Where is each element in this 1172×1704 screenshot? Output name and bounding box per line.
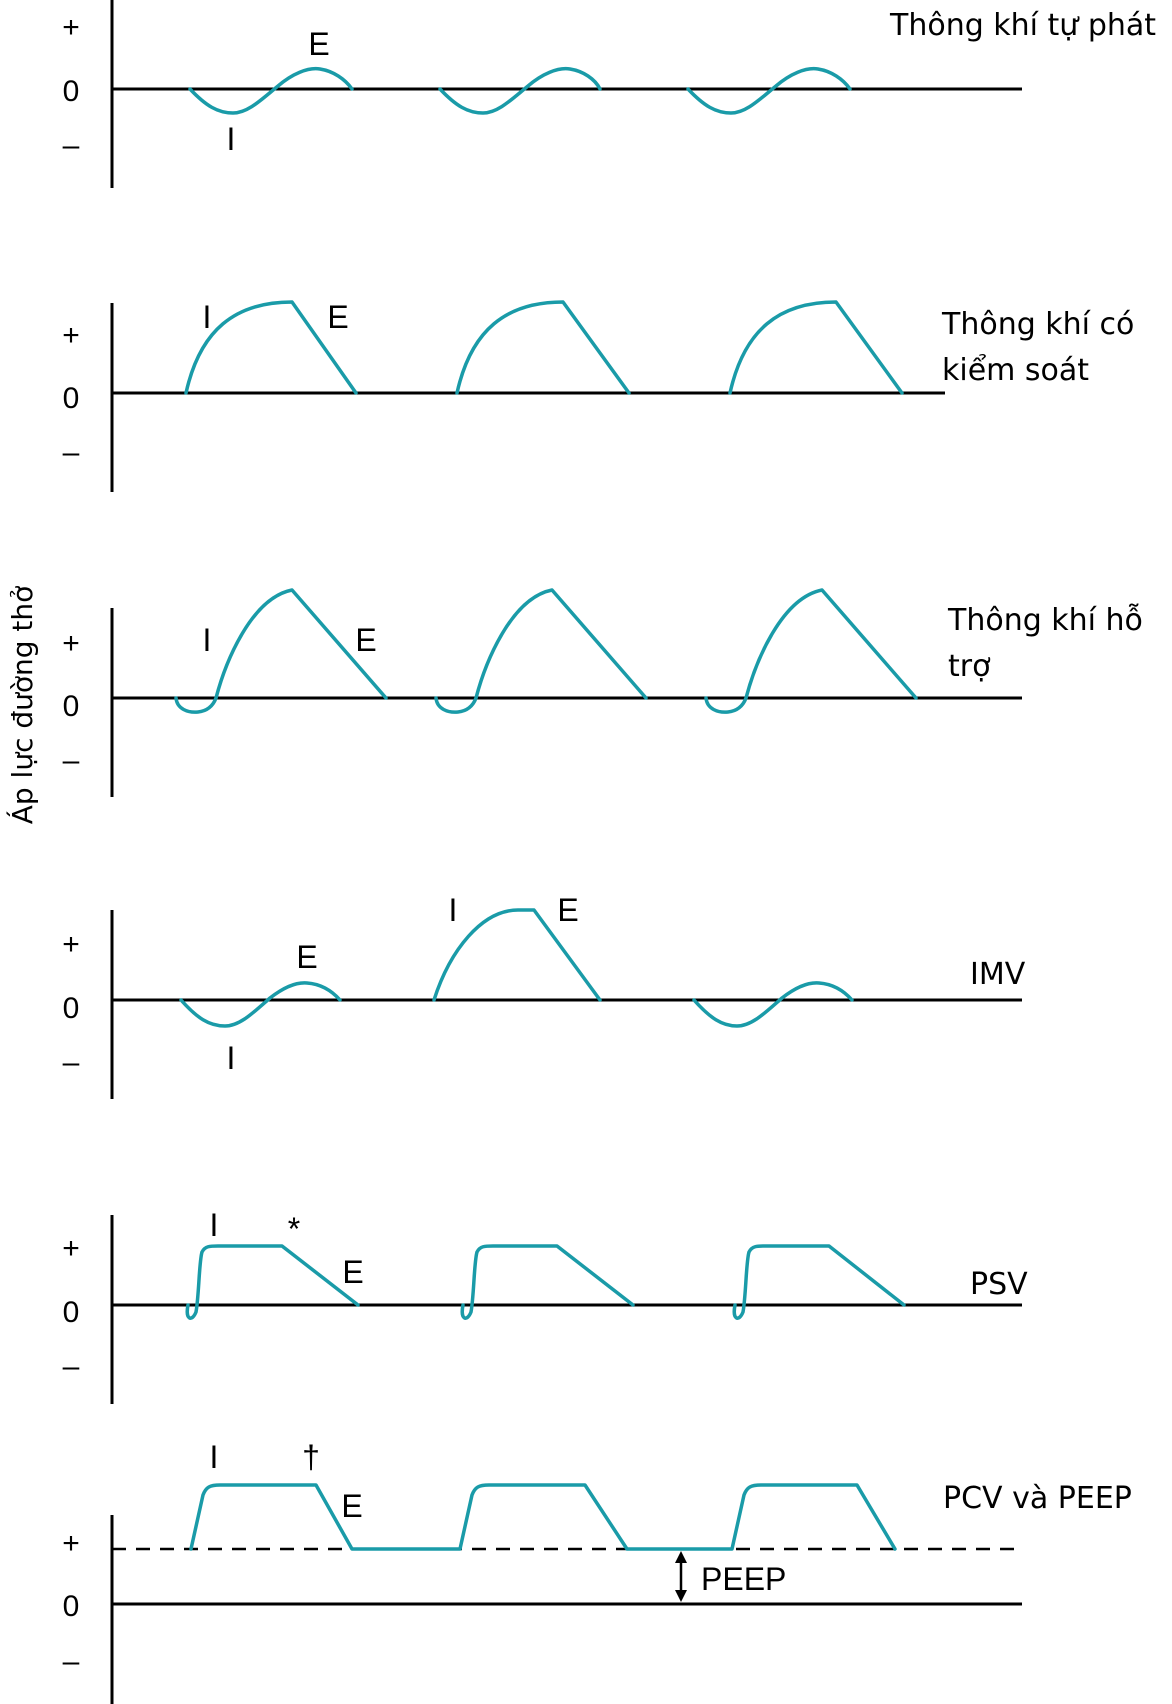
- inspiration-mark: I: [210, 1207, 219, 1243]
- waveform: [184, 300, 904, 395]
- mode-label-line-1: Thông khí hỗ: [947, 603, 1143, 638]
- mandatory-inspiration-mark: I: [449, 892, 458, 928]
- tick-minus: –: [63, 1645, 80, 1678]
- tick-minus: –: [63, 1350, 80, 1383]
- tick-plus: +: [62, 627, 80, 660]
- expiration-mark: E: [308, 26, 329, 62]
- inspiration-mark: I: [203, 622, 212, 658]
- tick-plus: +: [62, 1232, 80, 1265]
- tick-zero: 0: [63, 690, 80, 723]
- tick-plus: +: [62, 1527, 80, 1560]
- flow-cycle-mark: *: [288, 1211, 300, 1247]
- tick-plus: +: [62, 319, 80, 352]
- mode-label-line-2: trợ: [948, 649, 991, 684]
- time-cycle-mark: †: [302, 1439, 320, 1475]
- expiration-mark: E: [342, 1254, 363, 1290]
- mode-label: IMV: [970, 957, 1026, 992]
- expiration-mark: E: [296, 939, 317, 975]
- inspiration-mark: I: [203, 299, 212, 335]
- y-axis-label: Áp lực đường thở: [5, 586, 39, 825]
- tick-minus: –: [63, 129, 80, 162]
- inspiration-mark: I: [227, 1040, 236, 1076]
- mode-label-line-1: Thông khí có: [941, 307, 1134, 342]
- panel-imv: + 0 – I E I E IMV: [62, 892, 1026, 1099]
- tick-zero: 0: [63, 75, 80, 108]
- panel-pcv-peep: + 0 – I † E PEEP PCV và PEEP: [62, 1439, 1132, 1704]
- waveform: [185, 1244, 906, 1320]
- tick-plus: +: [62, 11, 80, 44]
- tick-minus: –: [63, 1046, 80, 1079]
- tick-minus: –: [63, 436, 80, 469]
- waveform: [174, 588, 918, 714]
- expiration-mark: E: [341, 1488, 362, 1524]
- panel-assisted: + 0 – I E Thông khí hỗ trợ: [62, 588, 1143, 797]
- tick-minus: –: [63, 744, 80, 777]
- expiration-mark: E: [355, 622, 376, 658]
- tick-plus: +: [62, 928, 80, 961]
- waveform: [188, 66, 852, 115]
- tick-zero: 0: [63, 382, 80, 415]
- panel-controlled: + 0 – I E Thông khí có kiểm soát: [62, 299, 1134, 492]
- panel-psv: + 0 – I * E PSV: [62, 1207, 1028, 1404]
- mode-label: PSV: [970, 1267, 1028, 1302]
- peep-arrow: [675, 1551, 687, 1602]
- tick-zero: 0: [63, 992, 80, 1025]
- peep-label: PEEP: [701, 1561, 786, 1597]
- tick-zero: 0: [63, 1296, 80, 1329]
- panel-spontaneous: + 0 – I E Thông khí tự phát: [62, 0, 1156, 188]
- inspiration-mark: I: [210, 1439, 219, 1475]
- waveform: [179, 908, 854, 1028]
- waveform: [189, 1483, 897, 1551]
- mandatory-expiration-mark: E: [557, 892, 578, 928]
- mode-label: Thông khí tự phát: [889, 8, 1156, 43]
- mode-label: PCV và PEEP: [943, 1481, 1132, 1516]
- mode-label-line-2: kiểm soát: [942, 352, 1089, 388]
- tick-zero: 0: [63, 1590, 80, 1623]
- inspiration-mark: I: [227, 121, 236, 157]
- expiration-mark: E: [327, 299, 348, 335]
